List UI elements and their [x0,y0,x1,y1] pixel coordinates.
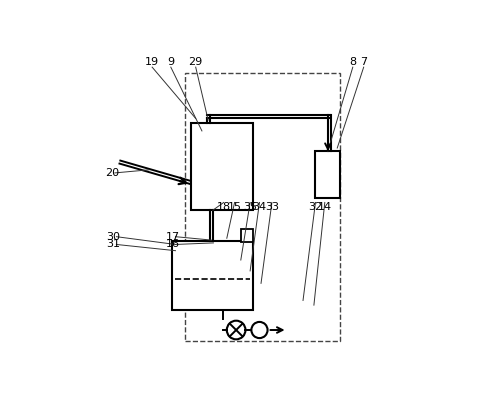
Text: 7: 7 [360,57,367,67]
Text: 33: 33 [265,202,279,212]
Bar [315,151,340,198]
Text: 14: 14 [318,202,332,212]
Text: 32: 32 [308,202,322,212]
Text: 19: 19 [145,57,159,67]
Text: 29: 29 [188,57,203,67]
Text: 8: 8 [349,57,356,67]
Text: 35: 35 [243,202,257,212]
Bar [191,123,253,210]
Text: 16: 16 [166,240,180,249]
Text: 15: 15 [228,202,241,212]
Text: 17: 17 [166,231,180,242]
Text: 31: 31 [106,240,120,249]
Text: 34: 34 [253,202,267,212]
Text: 18: 18 [216,202,231,212]
Circle shape [252,322,268,338]
Text: 9: 9 [167,57,174,67]
Circle shape [227,321,245,339]
Text: 20: 20 [105,168,119,178]
Text: 30: 30 [106,231,120,242]
Bar [185,74,340,341]
Bar [241,229,253,242]
Bar [173,241,253,310]
